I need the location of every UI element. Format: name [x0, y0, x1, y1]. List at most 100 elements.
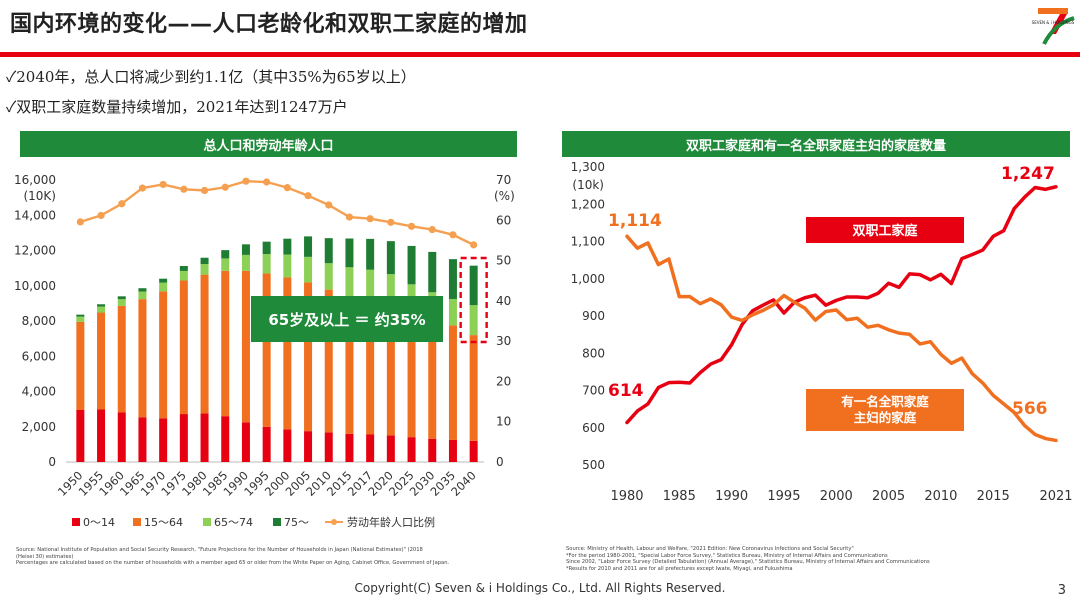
working-age-ratio-point — [263, 178, 271, 186]
bar-segment — [448, 439, 457, 462]
left-y-tick-label: 0 — [48, 455, 56, 469]
page-number: 3 — [1057, 583, 1066, 598]
bar-segment — [428, 251, 437, 293]
bar-segment — [159, 282, 168, 292]
housewife-line — [625, 234, 1058, 443]
bar-segment — [345, 267, 354, 299]
bar-segment — [200, 274, 209, 414]
bar-segment — [159, 418, 168, 462]
bar-segment — [179, 266, 188, 271]
bullet-dual-income: ✓双职工家庭数量持续增加，2021年达到1247万户 — [6, 98, 348, 116]
bar-segment — [324, 289, 333, 433]
right-y-tick-label: 40 — [496, 294, 511, 308]
left-y-tick-label: 6,000 — [22, 349, 56, 363]
end-label: 1,247 — [1001, 164, 1055, 184]
working-age-ratio-point — [242, 177, 250, 185]
bar-segment — [221, 258, 230, 271]
right-y-tick-label: 70 — [496, 173, 511, 187]
bar-segment — [241, 270, 250, 423]
legend-label: 15～64 — [144, 516, 183, 529]
bar-segment — [407, 310, 416, 438]
bar-segment — [221, 270, 230, 417]
callout-background — [251, 296, 443, 342]
bar-segment — [262, 273, 271, 427]
housewife-label: 主妇的家庭 — [854, 410, 917, 425]
bar-segment — [407, 437, 416, 462]
bar-segment — [304, 282, 313, 432]
right-chart-x-tick-label: 1985 — [663, 489, 696, 504]
right-chart-x-tick-label: 2021 — [1039, 489, 1072, 504]
bar-segment — [283, 254, 292, 278]
bar-segment — [283, 277, 292, 430]
housewife-label: 有一名全职家庭 — [841, 394, 929, 409]
bar-segment — [386, 274, 395, 305]
bar-segment — [159, 291, 168, 419]
bar-segment — [386, 435, 395, 462]
right-chart-y-tick-label: 700 — [582, 384, 605, 398]
bar-segment — [283, 429, 292, 462]
bar-segment — [469, 305, 478, 336]
legend-swatch — [203, 518, 211, 526]
left-y-tick-label: 12,000 — [14, 244, 56, 258]
right-y-axis-unit: (%) — [494, 189, 515, 203]
right-chart-y-tick-label: 1,200 — [571, 197, 605, 211]
bar-segment — [428, 438, 437, 462]
right-chart-header: 双职工家庭和有一名全职家庭主妇的家庭数量 — [562, 131, 1070, 157]
working-age-ratio-point — [76, 218, 84, 226]
right-chart-y-tick-label: 800 — [582, 346, 605, 360]
bar-segment — [262, 254, 271, 274]
bar-segment — [304, 431, 313, 462]
bar-segment — [76, 410, 85, 462]
bar-segment — [76, 316, 85, 322]
working-age-ratio-line — [79, 180, 475, 246]
bar-segment — [366, 434, 375, 462]
bar-segment — [97, 312, 106, 410]
bar-segment — [366, 300, 375, 435]
right-chart-x-tick-label: 1990 — [715, 489, 748, 504]
page-title: 国内环境的变化——人口老龄化和双职工家庭的增加 — [10, 12, 528, 37]
bullet-population: ✓2040年，总人口将减少到约1.1亿（其中35%为65岁以上） — [6, 68, 416, 86]
working-age-ratio-point — [387, 218, 395, 226]
seven-i-logo: SEVEN & i HOLDINGS — [1032, 8, 1075, 45]
dual-income-label-box: 双职工家庭 — [806, 217, 964, 243]
left-y-tick-label: 16,000 — [14, 173, 56, 187]
left-y-tick-label: 10,000 — [14, 279, 56, 293]
right-chart-x-tick-label: 2005 — [872, 489, 905, 504]
bar-segment — [324, 432, 333, 462]
working-age-ratio-point — [304, 192, 312, 200]
low-start-label: 614 — [608, 381, 644, 401]
bar-segment — [428, 317, 437, 439]
bar-segment — [304, 236, 313, 257]
working-age-ratio-point — [97, 211, 105, 220]
bar-segment — [448, 298, 457, 326]
bar-segment — [97, 304, 106, 307]
working-age-ratio-point — [407, 222, 416, 230]
bar-segment — [138, 291, 147, 300]
left-y-axis-unit: (10K) — [23, 189, 56, 203]
bar-segment — [138, 288, 147, 292]
callout-text: 65岁及以上 ＝ 约35% — [268, 311, 425, 329]
housewife-label-box: 有一名全职家庭主妇的家庭 — [806, 389, 964, 431]
bar-segment — [241, 422, 250, 462]
bar-segment — [262, 426, 271, 462]
working-age-ratio-point — [449, 231, 457, 239]
start-label: 1,114 — [608, 211, 662, 231]
working-age-ratio-point — [428, 225, 436, 234]
bar-segment — [324, 263, 333, 290]
right-chart-x-tick-label: 1995 — [767, 489, 800, 504]
title-underline — [0, 52, 1080, 57]
bar-segment — [117, 299, 126, 306]
right-chart-x-tick-label: 2010 — [924, 489, 957, 504]
bar-segment — [241, 244, 250, 255]
bar-segment — [200, 257, 209, 265]
dual-income-line — [625, 184, 1058, 425]
legend-label: 0～14 — [83, 516, 115, 529]
bar-segment — [117, 305, 126, 413]
working-age-ratio-point — [470, 241, 478, 249]
bar-segment — [345, 433, 354, 462]
legend-swatch — [273, 518, 281, 526]
right-chart-y-axis-unit: (10k) — [572, 178, 604, 192]
legend-swatch — [72, 518, 80, 526]
bar-segment — [262, 241, 271, 255]
bar-segment — [469, 265, 478, 306]
